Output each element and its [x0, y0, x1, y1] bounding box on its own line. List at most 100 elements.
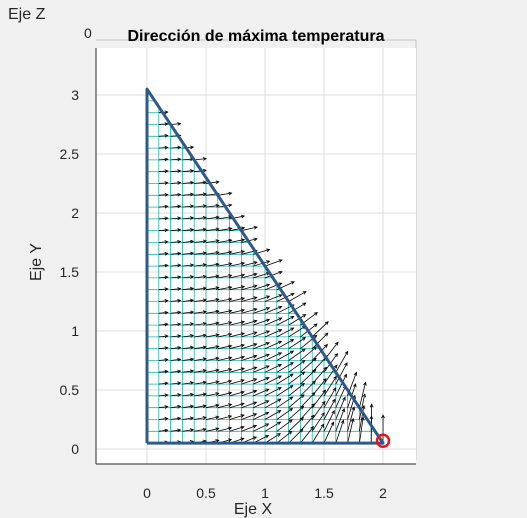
- arrow-75: [182, 229, 194, 232]
- arrow-248: [288, 325, 306, 338]
- arrow-45: [170, 252, 181, 255]
- arrow-103: [194, 205, 207, 208]
- arrow-head-3: [164, 405, 169, 409]
- arrow-272: [311, 321, 329, 338]
- arrow-221: [264, 294, 282, 302]
- arrow-146: [217, 263, 232, 267]
- arrow-18: [158, 229, 168, 232]
- arrow-head-191: [253, 225, 258, 230]
- arrow-213: [264, 387, 282, 397]
- arrow-head-178: [253, 378, 258, 382]
- arrow-head-110: [215, 415, 220, 420]
- arrow-20: [158, 205, 168, 208]
- arrow-head-153: [240, 437, 245, 442]
- arrow-head-36: [177, 357, 182, 362]
- arrow-127: [205, 216, 219, 220]
- arrow-head-183: [253, 319, 258, 324]
- arrow-52: [170, 170, 181, 173]
- arrow-23: [158, 170, 168, 173]
- arrow-201: [253, 330, 270, 338]
- arrow-167: [229, 274, 245, 279]
- arrow-9: [158, 335, 168, 338]
- arrow-73: [182, 252, 194, 255]
- arrow-head-267: [322, 378, 327, 383]
- arrow-147: [217, 251, 232, 255]
- y-tick-label-6: 3: [71, 87, 79, 103]
- arrow-2: [158, 418, 168, 420]
- arrow-head-2: [164, 416, 169, 421]
- arrow-head-163: [240, 320, 246, 325]
- arrow-67: [182, 323, 194, 326]
- arrow-143: [217, 298, 232, 302]
- arrow-head-264: [321, 412, 325, 417]
- arrow-head-71: [190, 275, 195, 279]
- arrow-head-143: [228, 297, 233, 302]
- arrow-252: [300, 426, 314, 444]
- arrow-220: [264, 306, 282, 314]
- arrow-head-252: [310, 425, 314, 430]
- arrow-head-151: [228, 203, 233, 208]
- arrow-head-247: [301, 337, 306, 341]
- arrow-head-283: [342, 396, 346, 401]
- arrow-head-140: [228, 332, 233, 337]
- arrow-100: [194, 240, 207, 243]
- arrow-188: [241, 261, 258, 267]
- arrow-head-122: [215, 274, 220, 279]
- arrow-head-52: [177, 169, 182, 173]
- arrow-head-294: [361, 404, 366, 410]
- arrow-head-176: [253, 401, 258, 405]
- arrow-head-145: [228, 274, 233, 278]
- arrow-head-193: [265, 423, 270, 427]
- arrow-head-4: [164, 393, 169, 398]
- arrow-101: [194, 228, 207, 232]
- arrow-5: [158, 382, 168, 385]
- arrow-head-111: [215, 403, 220, 408]
- arrow-head-181: [253, 343, 258, 347]
- arrow-80: [182, 170, 194, 173]
- arrow-70: [182, 288, 194, 291]
- arrow-239: [288, 428, 304, 444]
- max-point-circle: [375, 433, 391, 448]
- arrow-head-168: [240, 261, 246, 266]
- arrow-head-77: [190, 204, 195, 209]
- arrow-231: [276, 362, 294, 373]
- arrow-98: [194, 264, 207, 267]
- arrow-53: [170, 158, 181, 161]
- arrow-268: [311, 367, 327, 385]
- arrow-head-125: [215, 239, 220, 243]
- arrow-145: [217, 275, 232, 279]
- arrow-181: [241, 343, 257, 350]
- arrow-72: [182, 264, 194, 267]
- arrow-head-249: [302, 314, 307, 318]
- arrow-head-88: [202, 380, 207, 385]
- arrow-90: [194, 358, 207, 361]
- y-tick-label-2: 1: [71, 323, 79, 339]
- arrow-head-16: [164, 251, 169, 256]
- arrow-head-263: [320, 423, 325, 428]
- arrow-head-106: [202, 168, 208, 173]
- arrow-head-138: [228, 356, 233, 360]
- arrow-head-1: [164, 428, 169, 433]
- arrow-head-7: [164, 357, 169, 362]
- arrow-head-262: [313, 311, 318, 316]
- arrow-head-99: [202, 251, 207, 256]
- max-temperature-marker: [375, 433, 391, 448]
- chart-title: Dirección de máxima temperatura: [128, 28, 385, 45]
- arrow-head-245: [301, 360, 306, 364]
- arrow-head-94: [202, 310, 207, 314]
- arrow-184: [241, 308, 257, 314]
- arrow-136: [217, 380, 232, 385]
- arrow-97: [194, 275, 207, 279]
- grid-lines: [96, 48, 416, 464]
- arrow-head-289: [351, 406, 356, 411]
- arrow-8: [158, 347, 168, 350]
- arrow-head-42: [177, 287, 182, 291]
- arrow-227: [276, 408, 293, 420]
- arrow-16: [158, 253, 168, 255]
- arrow-head-47: [177, 228, 182, 232]
- arrow-head-123: [215, 262, 220, 267]
- arrow-64: [182, 358, 194, 361]
- arrow-head-8: [164, 346, 169, 350]
- arrow-88: [194, 381, 207, 385]
- x-tick-label-1: 0.5: [196, 485, 216, 501]
